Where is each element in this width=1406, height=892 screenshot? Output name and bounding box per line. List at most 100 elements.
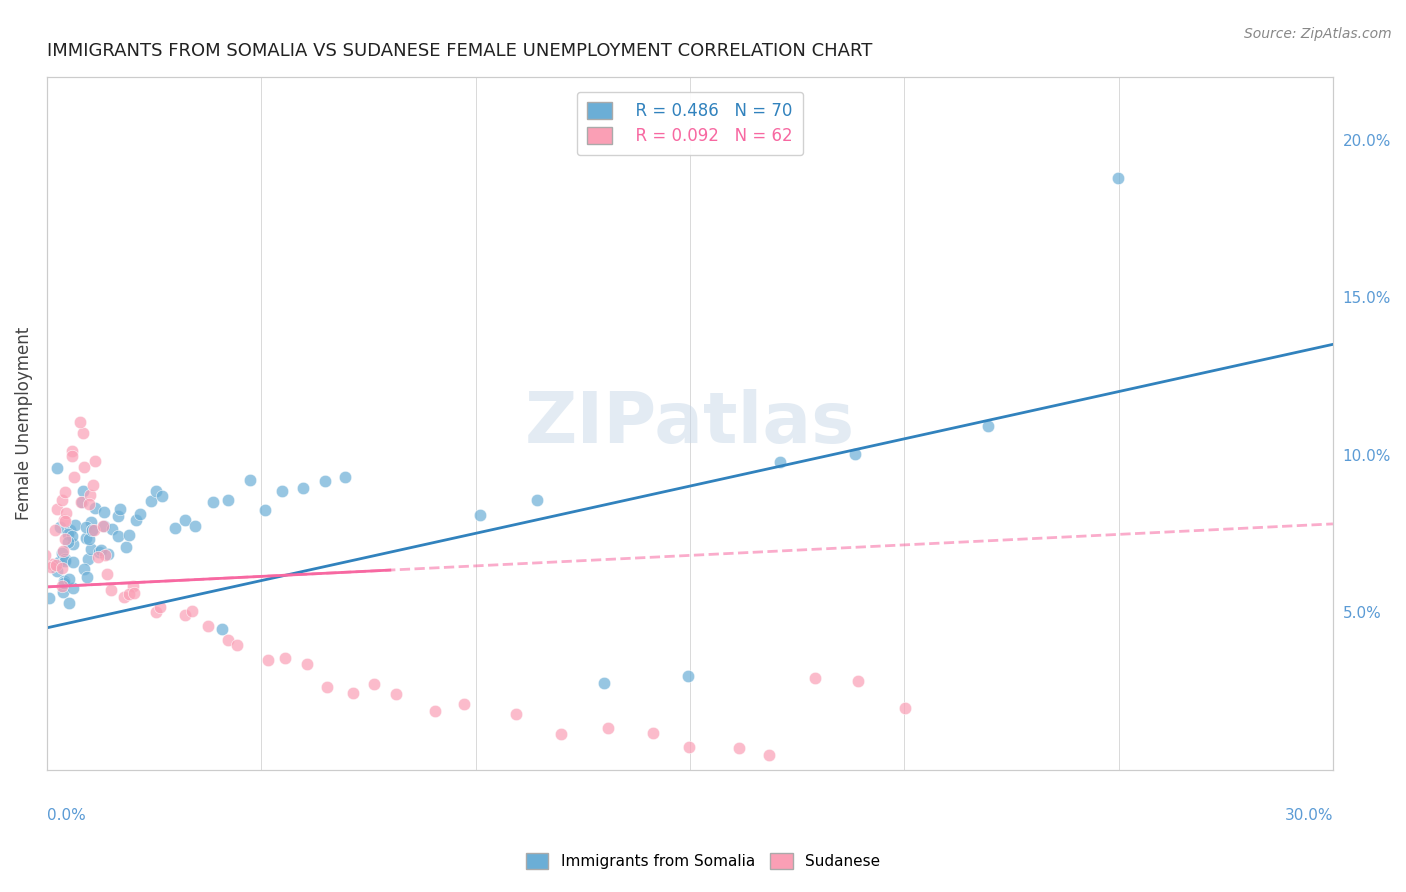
Point [52, 585, 75, 599]
Point [145, 483, 167, 498]
Point [728, 740, 751, 755]
Point [62, 582, 84, 596]
Point [201, 495, 224, 509]
Point [53, 485, 76, 500]
Point [118, 528, 141, 542]
Point [72, 460, 94, 475]
Point [453, 697, 475, 711]
Point [115, 541, 138, 555]
Point [384, 687, 406, 701]
Point [75, 520, 97, 534]
Text: 0.0%: 0.0% [46, 808, 86, 823]
Point [108, 501, 131, 516]
Point [893, 700, 915, 714]
Point [80, 541, 103, 556]
Point [48, 555, 70, 569]
Point [423, 704, 446, 718]
Point [82, 523, 104, 537]
Point [316, 681, 339, 695]
Point [62, 555, 84, 569]
Point [62, 470, 84, 484]
Point [51, 546, 73, 560]
Point [51, 561, 73, 575]
Point [91, 519, 114, 533]
Point [62, 537, 84, 551]
Point [101, 522, 124, 536]
Point [333, 470, 356, 484]
Point [550, 727, 572, 741]
Point [165, 520, 187, 534]
Point [58, 535, 80, 549]
Point [94, 548, 117, 562]
Point [107, 508, 129, 523]
Point [678, 739, 700, 754]
Point [117, 586, 139, 600]
Point [93, 518, 115, 533]
Point [1107, 170, 1129, 185]
Point [181, 604, 204, 618]
Point [38, 591, 60, 605]
Point [197, 619, 219, 633]
Point [846, 673, 869, 688]
Point [124, 586, 146, 600]
Point [52, 543, 75, 558]
Y-axis label: Female Unemployment: Female Unemployment [15, 326, 32, 520]
Point [80, 524, 103, 538]
Point [46, 502, 69, 516]
Point [72, 483, 94, 498]
Point [53, 574, 76, 588]
Point [150, 489, 173, 503]
Point [174, 608, 197, 623]
Point [58, 596, 80, 610]
Point [291, 481, 314, 495]
Point [76, 570, 98, 584]
Point [470, 508, 492, 523]
Point [295, 657, 318, 671]
Point [183, 518, 205, 533]
Point [75, 531, 97, 545]
Point [804, 671, 827, 685]
Point [122, 579, 145, 593]
Point [45, 461, 67, 475]
Legend:   R = 0.486   N = 70,   R = 0.092   N = 62: R = 0.486 N = 70, R = 0.092 N = 62 [576, 92, 803, 155]
Point [63, 517, 86, 532]
Point [56, 526, 79, 541]
Legend: Immigrants from Somalia, Sudanese: Immigrants from Somalia, Sudanese [519, 847, 887, 875]
Point [62, 443, 84, 458]
Point [83, 523, 105, 537]
Point [257, 653, 280, 667]
Point [73, 562, 96, 576]
Point [112, 590, 135, 604]
Point [34, 549, 56, 563]
Point [53, 551, 76, 566]
Point [174, 513, 197, 527]
Point [41, 557, 63, 571]
Point [58, 572, 80, 586]
Point [217, 492, 239, 507]
Point [60, 449, 83, 463]
Point [39, 560, 62, 574]
Text: 30.0%: 30.0% [1285, 808, 1333, 823]
Point [69, 415, 91, 429]
Point [96, 566, 118, 581]
Point [80, 516, 103, 530]
Point [254, 503, 277, 517]
Point [128, 507, 150, 521]
Point [125, 513, 148, 527]
Point [48, 520, 70, 534]
Point [72, 425, 94, 440]
Point [45, 565, 67, 579]
Point [77, 552, 100, 566]
Point [643, 726, 665, 740]
Point [93, 505, 115, 519]
Point [53, 575, 76, 590]
Point [59, 523, 82, 537]
Point [82, 478, 104, 492]
Point [55, 532, 77, 546]
Point [149, 599, 172, 614]
Point [217, 632, 239, 647]
Point [97, 547, 120, 561]
Point [72, 495, 94, 509]
Point [60, 529, 83, 543]
Point [274, 651, 297, 665]
